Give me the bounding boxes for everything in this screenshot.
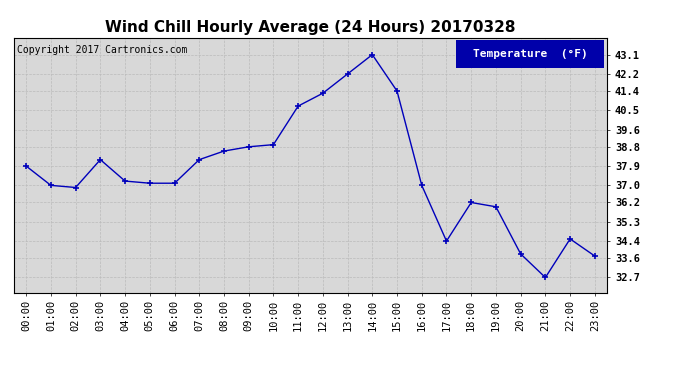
Text: Copyright 2017 Cartronics.com: Copyright 2017 Cartronics.com: [17, 45, 187, 55]
Title: Wind Chill Hourly Average (24 Hours) 20170328: Wind Chill Hourly Average (24 Hours) 201…: [106, 20, 515, 35]
